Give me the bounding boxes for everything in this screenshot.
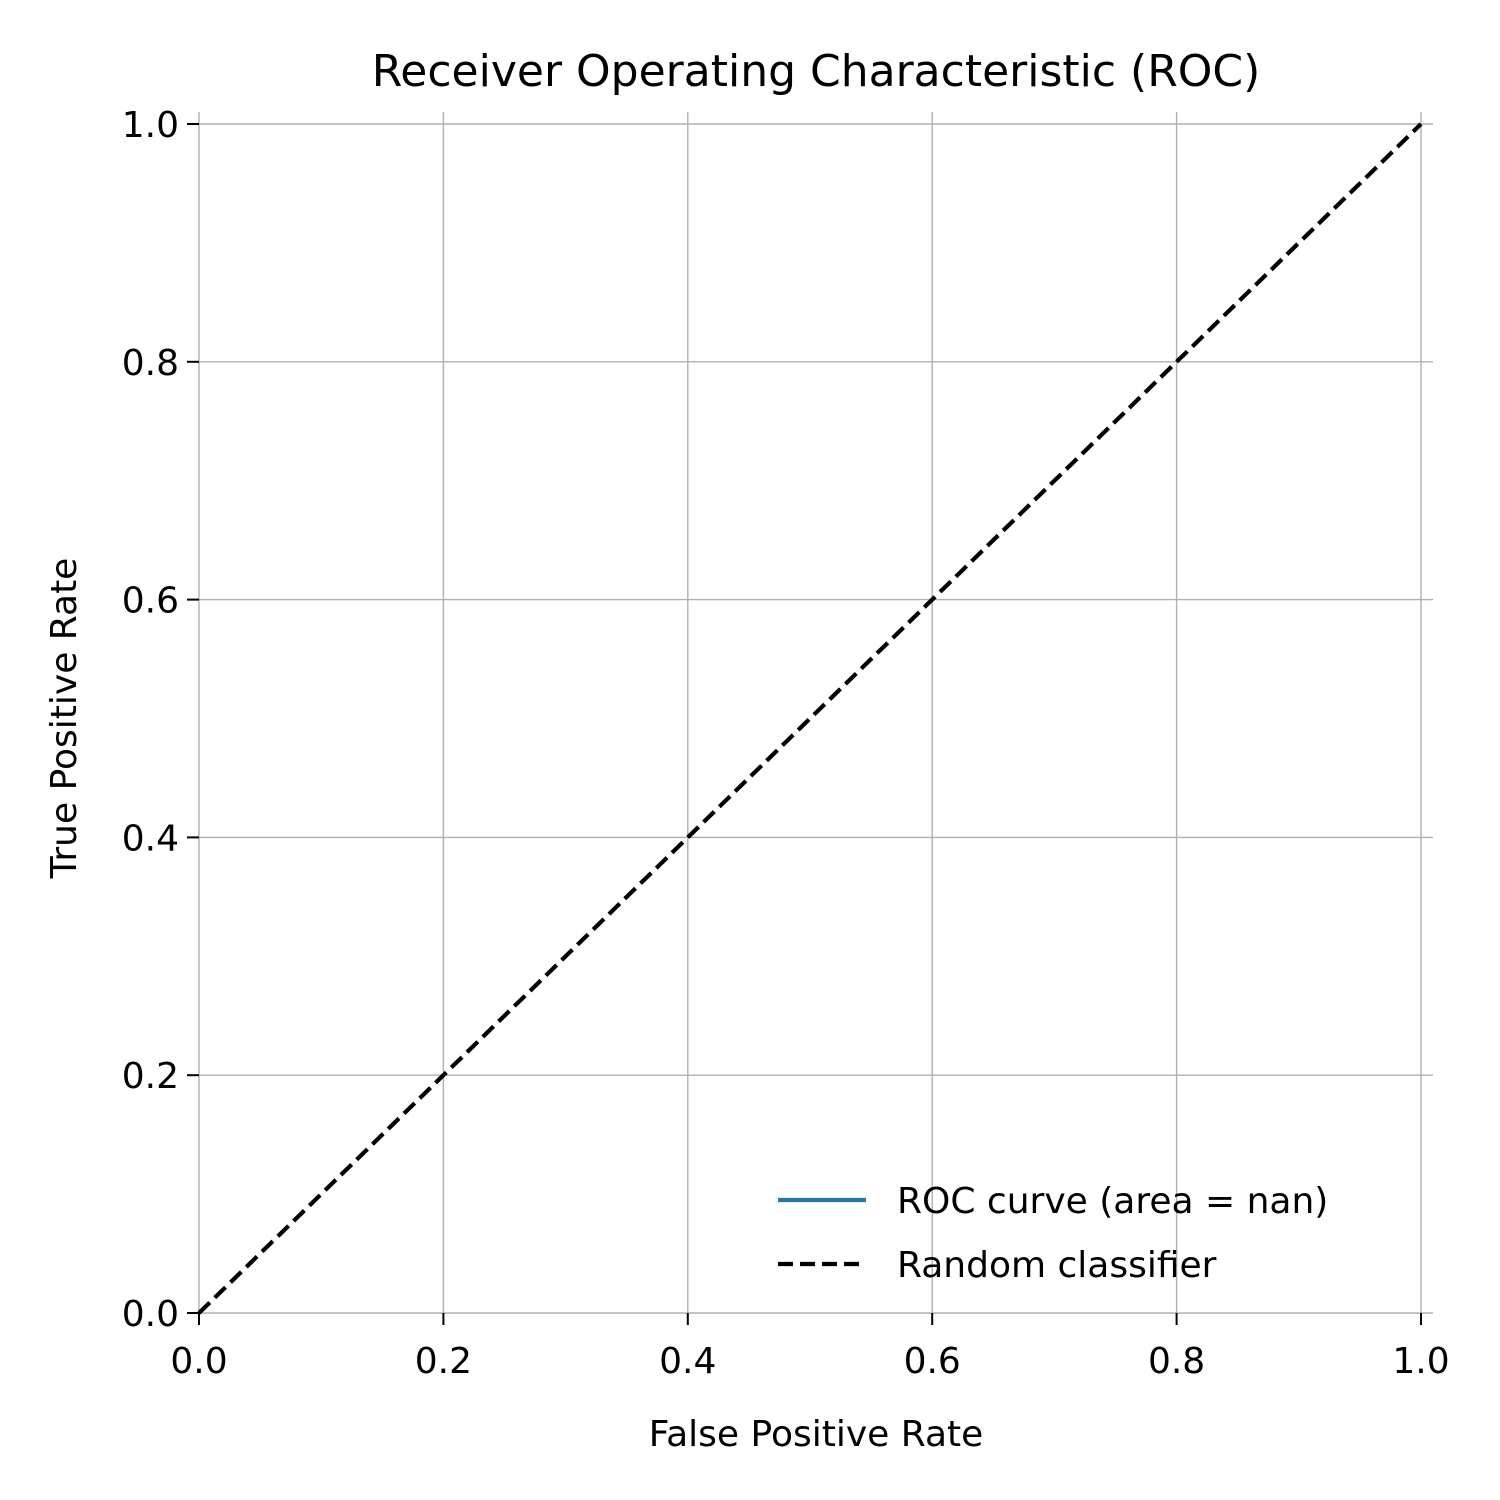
- y-tick-label: 0.4: [122, 818, 179, 859]
- legend: ROC curve (area = nan) Random classifier: [778, 1181, 1328, 1286]
- y-tick-label: 0.8: [122, 343, 179, 384]
- plot-series: [197, 122, 1423, 1315]
- chart-title: Receiver Operating Characteristic (ROC): [372, 46, 1261, 97]
- y-tick-label: 1.0: [122, 105, 179, 146]
- y-axis-label: True Positive Rate: [44, 558, 85, 880]
- x-axis-label: False Positive Rate: [649, 1414, 984, 1455]
- y-tick-label: 0.2: [122, 1056, 179, 1097]
- legend-label-1: Random classifier: [897, 1245, 1217, 1286]
- y-tick-label: 0.0: [122, 1294, 179, 1335]
- x-tick-label: 0.2: [415, 1341, 472, 1382]
- x-tick-label: 0.8: [1148, 1341, 1205, 1382]
- grid: [198, 112, 1433, 1314]
- x-tick-label: 0.4: [659, 1341, 716, 1382]
- series-line-1: [197, 122, 1423, 1315]
- x-tick-label: 1.0: [1392, 1341, 1449, 1382]
- x-tick-label: 0.0: [170, 1341, 227, 1382]
- y-tick-label: 0.6: [122, 581, 179, 622]
- x-tick-label: 0.6: [904, 1341, 961, 1382]
- legend-label-0: ROC curve (area = nan): [897, 1181, 1328, 1222]
- axis-ticks: 0.0 0.2 0.4 0.6 0.8 1.0 0.0 0.2 0.4 0.6 0.8 1.0: [122, 105, 1450, 1382]
